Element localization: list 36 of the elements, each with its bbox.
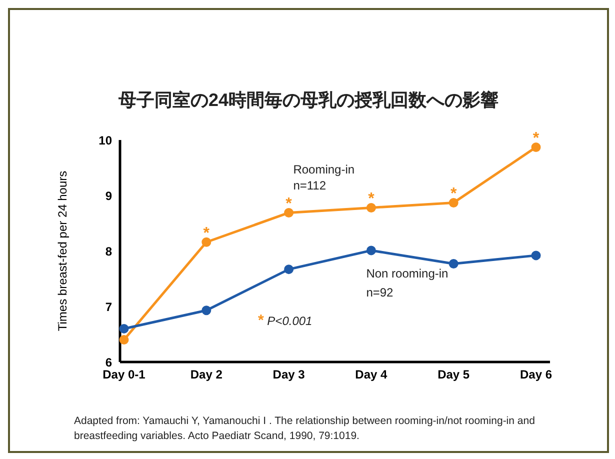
annotation: n=112 — [293, 178, 326, 193]
y-tick-label: 10 — [98, 133, 112, 148]
point — [202, 237, 212, 247]
y-tick-label: 6 — [105, 355, 112, 370]
y-tick-label: 9 — [105, 188, 112, 203]
annotation: * P<0.001 — [258, 312, 312, 329]
x-tick-label: Day 5 — [438, 368, 470, 382]
point — [366, 202, 376, 212]
point — [284, 208, 294, 218]
point — [448, 198, 458, 208]
y-tick-label: 7 — [105, 300, 112, 314]
annotation: * — [286, 196, 293, 213]
x-tick-label: Day 3 — [272, 368, 306, 382]
point — [448, 259, 458, 269]
annotation: * — [368, 190, 376, 208]
chart-title: 母子同室の24時間毎の母乳の授乳回数への影響 — [117, 89, 500, 112]
point — [119, 335, 129, 345]
point — [284, 264, 294, 274]
x-tick-label: Day 2 — [190, 368, 223, 382]
x-tick-label: Day 6 — [520, 368, 552, 382]
text: Adapted from: Yamauchi Y, Yamanouchi I . The relationship between rooming-in/not rooming-in and breastfeeding variables. Acto Paediatr Scand, 1990, 79:1019. — [74, 414, 536, 444]
y-tick-label: 8 — [105, 244, 112, 258]
x-tick-label: Day 0-1 — [102, 368, 146, 382]
text: Rooming-in — [293, 162, 355, 177]
y-axis-title: Times breast-fed per 24 hours — [55, 170, 70, 332]
annotation: * — [450, 186, 458, 203]
point — [366, 246, 376, 256]
series-label: Non rooming-in — [366, 266, 448, 280]
annotation: n=92 — [366, 285, 394, 300]
annotation: * — [532, 130, 540, 148]
point — [202, 306, 212, 316]
point — [531, 250, 541, 260]
x-tick-label: Day 4 — [355, 368, 388, 382]
point — [531, 142, 541, 152]
point — [119, 324, 129, 334]
annotation: * — [203, 225, 210, 242]
